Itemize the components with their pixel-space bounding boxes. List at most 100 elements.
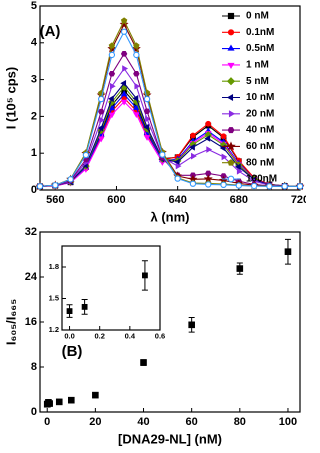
marker (66, 308, 73, 314)
x-tick-label: 40 (137, 416, 149, 428)
marker (189, 143, 195, 151)
marker (221, 153, 228, 161)
x-tick-label: 60 (186, 416, 198, 428)
marker (132, 95, 139, 102)
legend-label: 60 nM (246, 141, 274, 152)
y-tick-label: 1.5 (49, 293, 59, 302)
y-axis-label: I (10⁵ cps) (3, 67, 18, 129)
marker (227, 159, 235, 166)
x-tick-label: 0.6 (155, 332, 165, 341)
y-tick-label: 0 (31, 406, 37, 418)
plot-frame (61, 245, 161, 331)
marker (55, 398, 63, 406)
marker (109, 82, 116, 90)
marker (99, 116, 106, 124)
x-tick-label: 640 (168, 194, 186, 206)
marker (220, 133, 227, 140)
marker (142, 272, 148, 279)
marker (120, 99, 128, 106)
y-tick-label: 1.8 (49, 262, 59, 271)
x-tick-label: 560 (46, 194, 64, 206)
marker (227, 12, 235, 20)
marker (133, 42, 140, 49)
marker (108, 95, 114, 103)
marker (36, 183, 44, 190)
legend-label: 1 nM (246, 60, 269, 71)
marker (108, 104, 116, 111)
marker (143, 95, 151, 103)
marker (108, 70, 116, 77)
x-tick-label: 600 (107, 194, 125, 206)
marker (205, 120, 212, 127)
marker (108, 112, 116, 119)
legend-label: 0.1nM (246, 27, 274, 38)
legend-label: 10 nM (246, 92, 274, 103)
y-tick-label: 1.2 (49, 325, 59, 334)
marker (226, 141, 236, 151)
x-tick-label: 100 (279, 416, 297, 428)
marker (227, 29, 235, 36)
x-tick-label: 0.2 (94, 332, 104, 341)
marker (82, 151, 90, 159)
marker (189, 180, 197, 187)
marker (204, 135, 211, 142)
legend-label: 20 nM (246, 108, 274, 119)
y-tick-label: 2 (31, 110, 37, 122)
marker (143, 108, 151, 115)
panel-label: (B) (62, 343, 83, 360)
marker (119, 19, 129, 29)
marker (227, 127, 235, 134)
x-tick-label: 680 (230, 194, 248, 206)
marker (120, 28, 128, 35)
marker (220, 181, 227, 188)
y-tick-label: 4 (31, 37, 38, 49)
y-tick-label: 3 (31, 74, 37, 86)
marker (120, 79, 127, 87)
marker (296, 183, 304, 190)
marker (236, 167, 243, 175)
marker (190, 132, 196, 139)
y-axis-label: I₆₀₅/I₆₆₅ (3, 299, 18, 345)
marker (226, 93, 234, 102)
marker (97, 124, 104, 132)
marker (120, 51, 128, 57)
marker (67, 396, 75, 404)
marker (175, 162, 182, 170)
legend-label: 5 nM (246, 76, 269, 87)
marker (281, 183, 288, 190)
y-tick-label: 16 (25, 316, 37, 328)
y-tick-label: 5 (31, 0, 37, 12)
marker (81, 303, 88, 310)
marker (205, 181, 212, 188)
marker (266, 183, 273, 190)
marker (159, 151, 166, 158)
x-tick-label: 720 (291, 194, 306, 206)
legend-label: 0.5nM (246, 43, 274, 54)
marker (108, 51, 116, 59)
marker (206, 146, 213, 153)
marker (134, 82, 141, 90)
marker (122, 65, 128, 72)
marker (98, 95, 105, 103)
marker (174, 175, 181, 182)
marker (143, 135, 151, 141)
marker (143, 123, 149, 131)
y-tick-label: 24 (25, 271, 38, 283)
y-tick-label: 1 (31, 147, 37, 159)
marker (236, 265, 244, 272)
marker (234, 163, 241, 171)
marker (133, 51, 140, 59)
marker (227, 175, 235, 183)
legend-label: 100nM (246, 174, 277, 185)
y-tick-label: 0 (31, 184, 37, 196)
marker (227, 44, 235, 51)
x-tick-label: 0.0 (64, 332, 74, 341)
marker (92, 391, 99, 399)
marker (108, 42, 116, 49)
marker (191, 152, 197, 160)
panel-label: (A) (40, 23, 61, 40)
x-axis-label: λ (nm) (151, 209, 190, 224)
marker (97, 108, 105, 115)
marker (188, 321, 195, 329)
marker (140, 359, 147, 366)
